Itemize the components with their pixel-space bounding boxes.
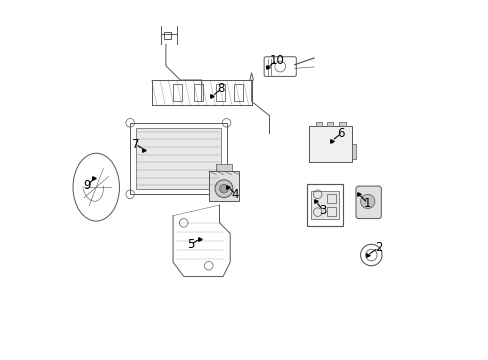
Bar xyxy=(135,128,221,189)
Text: 6: 6 xyxy=(337,127,344,140)
Text: 7: 7 xyxy=(132,138,139,151)
Bar xyxy=(326,122,332,126)
Bar xyxy=(194,84,203,102)
Text: 8: 8 xyxy=(217,82,224,95)
Bar xyxy=(339,122,345,126)
Bar xyxy=(130,123,226,194)
Bar xyxy=(310,191,339,219)
Text: 1: 1 xyxy=(363,197,371,210)
Bar xyxy=(308,126,351,162)
Bar xyxy=(216,84,224,102)
Bar xyxy=(306,184,342,226)
Text: 3: 3 xyxy=(319,204,326,217)
Text: 9: 9 xyxy=(83,179,91,192)
Circle shape xyxy=(219,184,228,193)
Bar xyxy=(173,84,182,102)
Text: 5: 5 xyxy=(187,238,194,251)
Text: 2: 2 xyxy=(374,241,382,255)
Circle shape xyxy=(360,194,374,208)
Text: 4: 4 xyxy=(231,188,239,201)
Bar xyxy=(164,32,171,39)
Bar xyxy=(233,84,242,102)
Bar xyxy=(326,194,335,203)
Text: 10: 10 xyxy=(269,54,284,67)
Bar xyxy=(326,207,335,216)
Bar xyxy=(216,164,231,171)
Bar xyxy=(351,144,355,158)
Circle shape xyxy=(215,180,232,198)
Bar xyxy=(315,122,322,126)
FancyBboxPatch shape xyxy=(355,186,381,219)
Bar xyxy=(208,171,239,202)
